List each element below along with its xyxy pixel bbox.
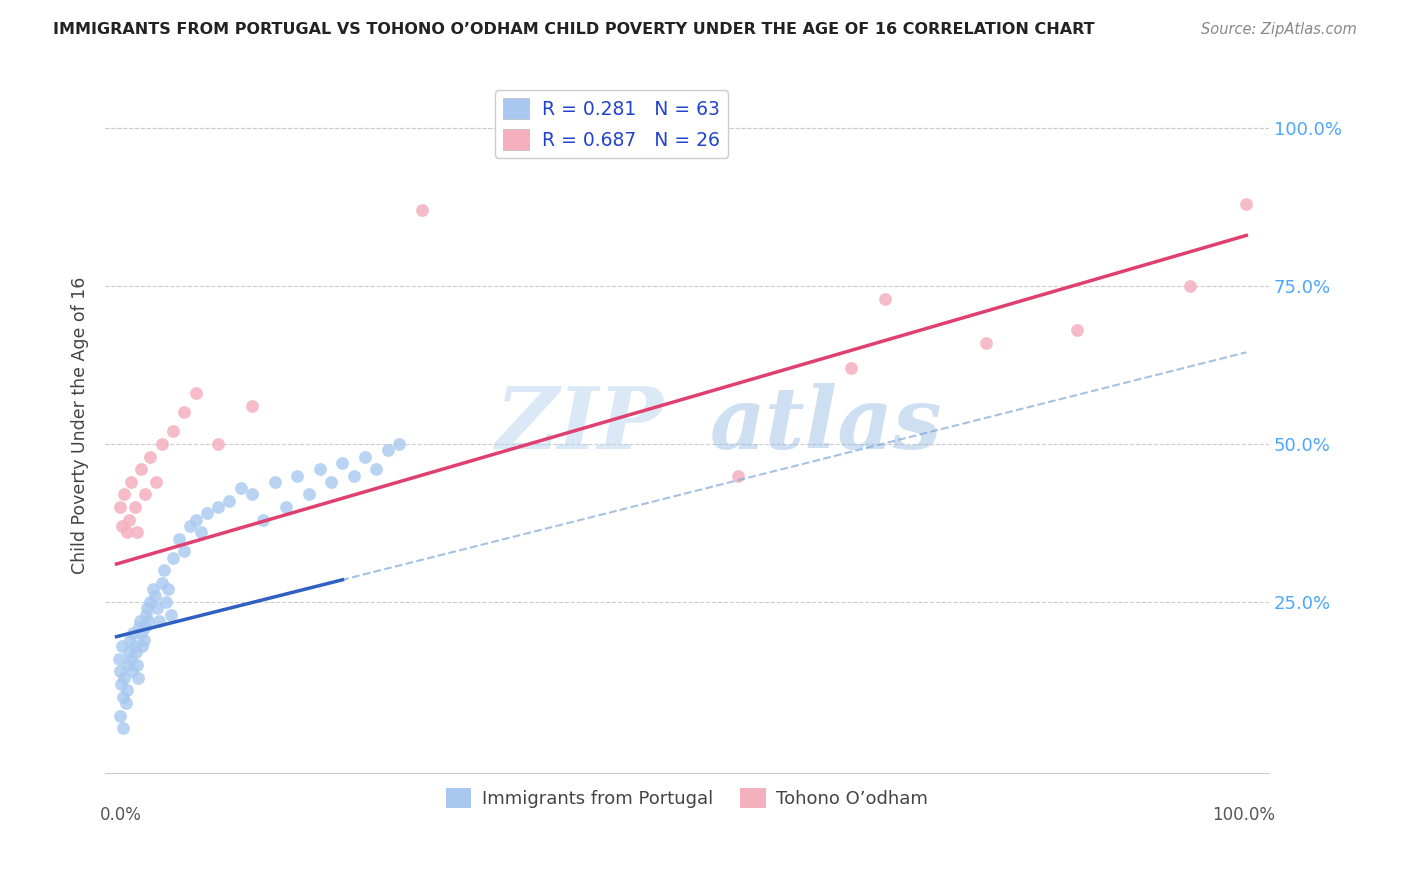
- Point: [108, 665, 131, 679]
- Point: [309, 462, 332, 476]
- Point: [135, 607, 157, 622]
- Point: [155, 595, 177, 609]
- Point: [112, 487, 135, 501]
- Text: ZIP: ZIP: [496, 384, 664, 467]
- Point: [727, 468, 749, 483]
- Point: [132, 632, 155, 647]
- Point: [108, 708, 131, 723]
- Point: [343, 468, 366, 483]
- Point: [1178, 279, 1201, 293]
- Point: [297, 487, 319, 501]
- Point: [125, 658, 148, 673]
- Point: [179, 519, 201, 533]
- Point: [207, 437, 229, 451]
- Point: [218, 493, 240, 508]
- Point: [118, 513, 141, 527]
- Point: [207, 500, 229, 515]
- Point: [121, 665, 143, 679]
- Point: [122, 626, 145, 640]
- Point: [190, 525, 212, 540]
- Point: [1234, 196, 1257, 211]
- Point: [111, 519, 134, 533]
- Point: [125, 525, 148, 540]
- Point: [128, 620, 150, 634]
- Point: [366, 462, 388, 476]
- Point: [240, 399, 263, 413]
- Point: [124, 639, 146, 653]
- Point: [162, 550, 184, 565]
- Point: [274, 500, 297, 515]
- Point: [114, 696, 136, 710]
- Point: [108, 500, 131, 515]
- Point: [145, 475, 167, 489]
- Point: [240, 487, 263, 501]
- Point: [173, 544, 195, 558]
- Text: 100.0%: 100.0%: [1212, 805, 1275, 824]
- Point: [354, 450, 377, 464]
- Point: [377, 443, 399, 458]
- Point: [146, 601, 169, 615]
- Text: Source: ZipAtlas.com: Source: ZipAtlas.com: [1201, 22, 1357, 37]
- Point: [142, 582, 165, 597]
- Point: [131, 462, 153, 476]
- Point: [173, 405, 195, 419]
- Point: [157, 582, 180, 597]
- Point: [111, 639, 134, 653]
- Point: [134, 620, 156, 634]
- Point: [131, 626, 153, 640]
- Point: [127, 671, 149, 685]
- Point: [112, 690, 135, 704]
- Point: [167, 532, 190, 546]
- Point: [115, 525, 138, 540]
- Point: [110, 677, 132, 691]
- Point: [136, 601, 159, 615]
- Point: [129, 614, 152, 628]
- Point: [184, 513, 207, 527]
- Point: [125, 645, 148, 659]
- Point: [976, 335, 998, 350]
- Point: [1066, 323, 1088, 337]
- Point: [112, 671, 135, 685]
- Point: [120, 632, 142, 647]
- Point: [162, 425, 184, 439]
- Point: [195, 507, 218, 521]
- Point: [150, 576, 173, 591]
- Point: [332, 456, 354, 470]
- Point: [252, 513, 274, 527]
- Point: [263, 475, 285, 489]
- Point: [118, 645, 141, 659]
- Point: [143, 589, 166, 603]
- Y-axis label: Child Poverty Under the Age of 16: Child Poverty Under the Age of 16: [72, 277, 89, 574]
- Point: [388, 437, 411, 451]
- Point: [134, 487, 156, 501]
- Point: [229, 481, 252, 495]
- Point: [136, 614, 159, 628]
- Point: [184, 386, 207, 401]
- Point: [124, 500, 146, 515]
- Text: atlas: atlas: [710, 384, 943, 467]
- Point: [839, 361, 862, 376]
- Text: 0.0%: 0.0%: [100, 805, 141, 824]
- Point: [120, 652, 142, 666]
- Point: [120, 475, 142, 489]
- Point: [148, 614, 170, 628]
- Point: [112, 721, 135, 735]
- Point: [285, 468, 308, 483]
- Point: [131, 639, 153, 653]
- Point: [117, 658, 139, 673]
- Point: [139, 595, 162, 609]
- Text: IMMIGRANTS FROM PORTUGAL VS TOHONO O’ODHAM CHILD POVERTY UNDER THE AGE OF 16 COR: IMMIGRANTS FROM PORTUGAL VS TOHONO O’ODH…: [53, 22, 1095, 37]
- Point: [150, 437, 173, 451]
- Point: [139, 450, 162, 464]
- Point: [115, 683, 138, 698]
- Point: [873, 292, 896, 306]
- Point: [321, 475, 343, 489]
- Point: [411, 203, 433, 218]
- Point: [153, 563, 176, 577]
- Point: [159, 607, 181, 622]
- Point: [107, 652, 129, 666]
- Legend: Immigrants from Portugal, Tohono O’odham: Immigrants from Portugal, Tohono O’odham: [439, 780, 935, 815]
